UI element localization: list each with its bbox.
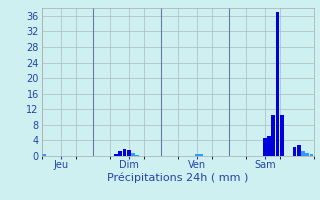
- Bar: [114, 154, 118, 156]
- Bar: [301, 151, 305, 156]
- Bar: [267, 136, 271, 156]
- Bar: [123, 149, 126, 156]
- Bar: [297, 145, 300, 156]
- Bar: [127, 150, 131, 156]
- Bar: [309, 154, 313, 156]
- Bar: [42, 154, 46, 156]
- Bar: [195, 154, 199, 156]
- Bar: [292, 147, 296, 156]
- Bar: [305, 153, 309, 156]
- Bar: [118, 151, 122, 156]
- Bar: [131, 153, 135, 156]
- Bar: [276, 12, 279, 156]
- Bar: [263, 138, 267, 156]
- Bar: [135, 155, 139, 156]
- Bar: [271, 115, 275, 156]
- Bar: [199, 154, 203, 156]
- X-axis label: Précipitations 24h ( mm ): Précipitations 24h ( mm ): [107, 173, 248, 183]
- Bar: [280, 115, 284, 156]
